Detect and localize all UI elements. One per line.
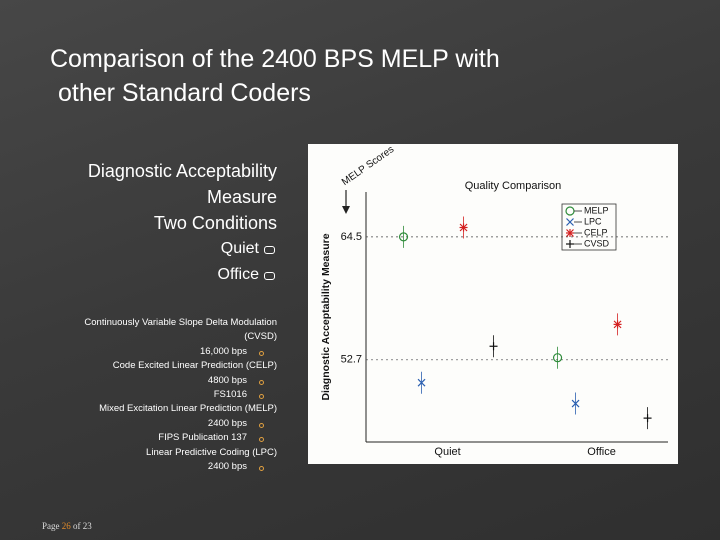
note-line: Continuously Variable Slope Delta Modula… [84,317,277,328]
note-line: 4800 bps [40,374,277,388]
data-point [417,371,426,394]
note-line: 16,000 bps [40,345,277,359]
arrow-head [342,206,350,214]
y-tick-label: 64.5 [341,231,362,243]
footer-text: Page [42,521,60,531]
data-point [459,216,468,239]
data-point [489,335,498,358]
sub-bullet: Office [62,262,277,288]
data-point [571,392,580,415]
footer-text: of 23 [73,521,92,531]
legend-marker [566,229,574,237]
note-line: (CVSD) [244,331,277,343]
note-line: Code Excited Linear Prediction (CELP) [112,360,277,372]
note-line: FIPS Publication 137 [40,431,277,445]
x-tick-label: Office [587,446,616,458]
bullet-list: Diagnostic Acceptability Measure Two Con… [62,158,277,288]
legend-label: CELP [584,227,608,237]
note-line: Linear Predictive Coding (LPC) [146,446,277,458]
chart-background [308,144,678,464]
legend-marker [566,240,574,248]
data-point [398,225,409,248]
bullet: Diagnostic Acceptability Measure [87,161,277,207]
data-point [643,407,652,430]
legend-label: CVSD [584,238,610,248]
title-line: Comparison of the 2400 BPS MELP with [50,45,500,73]
slide-title: Comparison of the 2400 BPS MELP with oth… [50,42,500,110]
data-point [613,313,622,336]
legend-label: LPC [584,216,602,226]
note-line: 2400 bps [40,460,277,474]
x-tick-label: Quiet [434,446,460,458]
note-line: 2400 bps [40,417,277,431]
y-axis-label: Diagnostic Acceptability Measure [320,233,332,400]
footer: Page 26 of 23 [42,521,92,531]
chart: MELP Scores Quality Comparison Diagnosti… [308,144,678,464]
chart-title: Quality Comparison [465,180,562,192]
legend-label: MELP [584,205,609,215]
legend-marker [566,218,574,226]
title-line: other Standard Coders [58,79,311,107]
notes: Continuously Variable Slope Delta Modula… [40,316,277,474]
page-number: 26 [61,521,71,531]
sub-bullet: Quiet [62,236,277,262]
note-line: FS1016 [40,388,277,402]
legend-box [561,203,617,251]
y-tick-label: 52.7 [341,354,362,366]
marker-shape [566,218,574,226]
bullet: Two Conditions [153,213,277,233]
data-point [552,346,563,369]
note-line: Mixed Excitation Linear Prediction (MELP… [99,403,277,415]
